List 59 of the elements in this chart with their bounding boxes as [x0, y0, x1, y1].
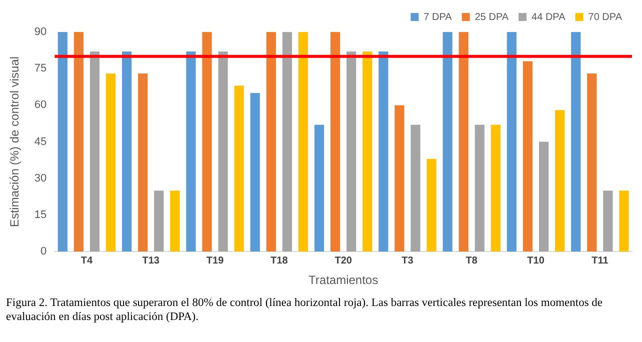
bar	[234, 86, 244, 252]
y-tick-label: 0	[40, 246, 47, 258]
bar	[170, 190, 180, 252]
bar	[186, 52, 196, 252]
bar	[555, 110, 565, 252]
x-axis-title: Tratamientos	[308, 273, 378, 288]
legend-label: 70 DPA	[588, 12, 622, 23]
bar	[218, 52, 228, 252]
x-tick-label: T4	[80, 255, 93, 266]
bar	[538, 142, 549, 252]
bar	[571, 32, 581, 252]
x-tick-label: T13	[142, 255, 160, 266]
bar	[619, 190, 629, 252]
bar	[58, 32, 68, 252]
bar	[266, 32, 276, 252]
x-tick-label: T18	[270, 255, 288, 266]
bar	[474, 124, 484, 252]
x-tick-label: T19	[206, 255, 224, 266]
bar	[138, 73, 148, 252]
y-tick-label: 15	[34, 209, 47, 222]
bar	[458, 32, 468, 252]
bar	[522, 61, 533, 252]
bar	[603, 190, 613, 252]
bar	[106, 73, 116, 252]
x-tick-label: T8	[466, 255, 478, 266]
text: Figura 2. Tratamientos que superaron el 80% de control (línea horizontal roja). Las barras verticales representan los momentos de evaluación en días post aplicación (DPA).	[6, 296, 604, 324]
bar	[74, 32, 84, 252]
x-tick-label: T11	[592, 255, 609, 266]
bar	[506, 32, 517, 252]
y-tick-label: 30	[34, 172, 47, 184]
bar	[298, 32, 308, 252]
bar	[410, 124, 420, 252]
bar	[442, 32, 452, 252]
bar	[362, 52, 372, 252]
legend-label: 44 DPA	[532, 12, 566, 23]
bar	[378, 52, 388, 252]
x-tick-label: T10	[527, 255, 545, 266]
y-tick-label: 75	[34, 62, 47, 75]
bar	[314, 124, 324, 252]
bar	[202, 32, 212, 252]
bar	[330, 32, 340, 252]
y-tick-label: 90	[34, 26, 47, 38]
bar	[90, 52, 100, 252]
legend-label: 25 DPA	[474, 12, 509, 23]
x-tick-label: T20	[334, 255, 352, 266]
bar	[426, 158, 436, 252]
bar	[394, 105, 404, 252]
legend-label: 7 DPA	[424, 12, 452, 23]
bar	[490, 124, 500, 252]
y-axis-title: Estimación (%) de control visual	[8, 56, 22, 228]
bar	[346, 52, 356, 252]
y-tick-label: 45	[34, 136, 47, 148]
bar	[282, 32, 292, 252]
x-tick-label: T3	[402, 255, 414, 266]
bar	[587, 73, 597, 252]
bar	[154, 190, 164, 252]
bar	[122, 52, 132, 252]
bar	[250, 93, 260, 252]
y-tick-label: 60	[34, 99, 47, 112]
